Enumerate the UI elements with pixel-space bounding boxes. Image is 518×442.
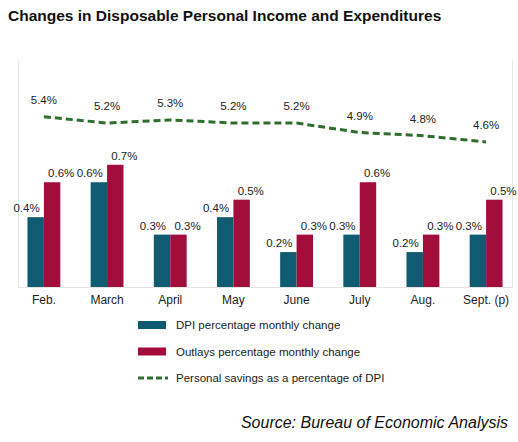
bar (423, 235, 439, 287)
legend-swatch (138, 377, 168, 380)
data-labels: 0.4%0.6%0.3%0.4%0.2%0.3%0.2%0.3%0.6%0.7%… (13, 94, 516, 249)
tick: June (284, 293, 310, 307)
data-label: 0.4% (203, 202, 229, 214)
y2-axis (512, 61, 513, 288)
x-axis: Feb. March April May June July Aug. Sept. (p) (19, 288, 513, 307)
title: Changes in Disposable Personal Income an… (8, 7, 441, 24)
legend-label: Outlays percentage monthly change (176, 346, 360, 358)
data-label: 5.2% (94, 100, 120, 112)
data-label: 0.6% (48, 167, 74, 179)
bar (217, 217, 233, 287)
tick: Sept. (p) (463, 293, 509, 307)
data-label: 5.4% (31, 94, 57, 106)
data-label: 5.2% (220, 100, 246, 112)
legend-swatch (138, 321, 166, 329)
data-label: 0.3% (427, 220, 453, 232)
bar (360, 182, 376, 287)
data-label: 0.3% (301, 220, 327, 232)
bar (343, 235, 359, 287)
data-label: 0.6% (77, 167, 103, 179)
data-label: 5.2% (283, 100, 309, 112)
data-label: 0.3% (140, 220, 166, 232)
data-label: 4.9% (347, 110, 373, 122)
y-axis-line (18, 61, 19, 288)
tick-label: March (90, 293, 123, 307)
bar (44, 182, 60, 287)
data-label: 0.5% (490, 185, 516, 197)
bar (107, 165, 123, 287)
tick: April (158, 293, 182, 307)
tick: Aug. (411, 293, 436, 307)
data-label: 4.8% (410, 113, 436, 125)
bar (154, 235, 170, 287)
y2-axis-line (512, 61, 513, 288)
tick-label: July (349, 293, 370, 307)
chart: Changes in Disposable Personal Income an… (0, 0, 518, 442)
legend-swatch (138, 348, 166, 356)
tick-label: June (284, 293, 310, 307)
data-label: 0.4% (13, 202, 39, 214)
data-label: 5.3% (157, 97, 183, 109)
legend-label: Personal savings as a percentage of DPI (176, 372, 384, 384)
data-label: 0.3% (174, 220, 200, 232)
bar (297, 235, 313, 287)
bar (486, 200, 502, 287)
bar (233, 200, 249, 287)
tick-label: Feb. (32, 293, 56, 307)
legend: DPI percentage monthly change Outlays per… (138, 319, 384, 384)
tick: March (90, 293, 123, 307)
x-axis-line (19, 287, 513, 288)
bar (470, 235, 486, 287)
bar (170, 235, 186, 287)
bar (280, 252, 296, 287)
bar (91, 182, 107, 287)
tick: Feb. (32, 293, 56, 307)
data-label: 0.6% (364, 167, 390, 179)
data-label: 0.5% (238, 185, 264, 197)
data-label: 4.6% (473, 119, 499, 131)
tick: May (222, 293, 245, 307)
legend-label: DPI percentage monthly change (176, 319, 340, 331)
tick-label: May (222, 293, 245, 307)
tick-label: Aug. (411, 293, 436, 307)
data-label: 0.2% (266, 237, 292, 249)
y-axis (18, 61, 19, 288)
tick-label: Sept. (p) (463, 293, 509, 307)
data-label: 0.3% (329, 220, 355, 232)
plot-marks (27, 117, 502, 287)
bar (407, 252, 423, 287)
data-label: 0.2% (392, 237, 418, 249)
tick-label: April (158, 293, 182, 307)
tick: July (349, 293, 370, 307)
bar (27, 217, 43, 287)
source: Source: Bureau of Economic Analysis (241, 414, 508, 431)
data-label: 0.3% (456, 220, 482, 232)
data-label: 0.7% (111, 150, 137, 162)
